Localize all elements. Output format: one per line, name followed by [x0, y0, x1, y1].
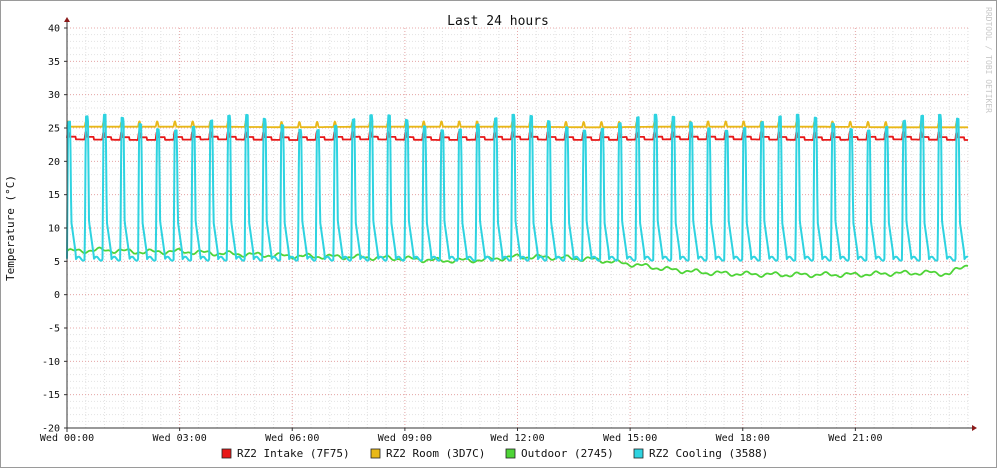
watermark: RRDTOOL / TOBI OETIKER — [984, 7, 993, 113]
y-tick-label: 25 — [48, 124, 60, 135]
x-axis-arrow — [972, 425, 977, 431]
y-ticks: 40 35 30 25 20 15 10 5 0 -5 -10 -15 -20 — [42, 24, 67, 435]
y-tick-label: 5 — [54, 257, 60, 268]
y-tick-label: 0 — [54, 290, 60, 301]
y-tick-label: 15 — [48, 190, 60, 201]
legend-label: RZ2 Intake (7F75) — [237, 447, 350, 460]
x-tick-label: Wed 00:00 — [40, 433, 94, 444]
x-ticks: Wed 00:00 Wed 03:00 Wed 06:00 Wed 09:00 Wed … — [40, 428, 882, 444]
legend-swatch — [221, 448, 232, 459]
x-tick-label: Wed 03:00 — [153, 433, 207, 444]
y-tick-label: -5 — [48, 324, 60, 335]
series-line-3 — [66, 113, 969, 262]
legend: RZ2 Intake (7F75) RZ2 Room (3D7C) Outdoor … — [221, 447, 768, 460]
x-tick-label: Wed 18:00 — [716, 433, 770, 444]
x-tick-label: Wed 21:00 — [828, 433, 882, 444]
y-tick-label: 10 — [48, 224, 60, 235]
y-axis-label: Temperature (°C) — [4, 175, 17, 281]
legend-label: RZ2 Cooling (3588) — [649, 447, 768, 460]
y-tick-label: -10 — [42, 357, 60, 368]
series-line-1 — [66, 120, 969, 129]
series-line-0 — [66, 130, 969, 141]
legend-swatch — [505, 448, 516, 459]
x-tick-label: Wed 09:00 — [378, 433, 432, 444]
x-tick-label: Wed 15:00 — [603, 433, 657, 444]
y-tick-label: -15 — [42, 390, 60, 401]
y-tick-label: 20 — [48, 157, 60, 168]
y-tick-label: -20 — [42, 424, 60, 435]
axes — [64, 17, 977, 432]
y-tick-label: 30 — [48, 90, 60, 101]
series-layer — [66, 113, 969, 279]
x-tick-label: Wed 12:00 — [490, 433, 544, 444]
y-tick-label: 35 — [48, 57, 60, 68]
y-axis-arrow — [64, 17, 70, 22]
x-tick-label: Wed 06:00 — [265, 433, 319, 444]
legend-label: RZ2 Room (3D7C) — [386, 447, 485, 460]
y-tick-label: 40 — [48, 24, 60, 35]
chart-title: Last 24 hours — [447, 14, 549, 29]
legend-label: Outdoor (2745) — [521, 447, 614, 460]
legend-swatch — [370, 448, 381, 459]
legend-swatch — [633, 448, 644, 459]
